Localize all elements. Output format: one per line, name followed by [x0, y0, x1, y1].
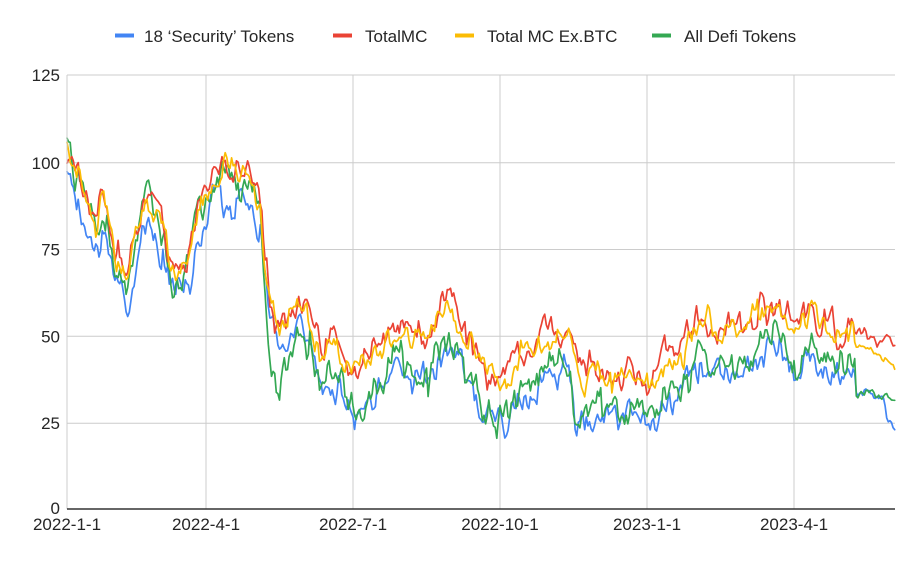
- svg-text:125: 125: [32, 66, 60, 85]
- svg-text:18 ‘Security’ Tokens: 18 ‘Security’ Tokens: [144, 27, 294, 46]
- svg-text:2022-1-1: 2022-1-1: [33, 515, 101, 534]
- svg-text:2022-7-1: 2022-7-1: [319, 515, 387, 534]
- svg-text:50: 50: [41, 327, 60, 346]
- svg-text:TotalMC: TotalMC: [365, 27, 427, 46]
- svg-text:75: 75: [41, 241, 60, 260]
- svg-text:All Defi Tokens: All Defi Tokens: [684, 27, 796, 46]
- svg-text:25: 25: [41, 414, 60, 433]
- svg-text:2023-4-1: 2023-4-1: [760, 515, 828, 534]
- svg-text:2023-1-1: 2023-1-1: [613, 515, 681, 534]
- svg-text:Total MC Ex.BTC: Total MC Ex.BTC: [487, 27, 617, 46]
- svg-text:2022-10-1: 2022-10-1: [461, 515, 539, 534]
- svg-text:100: 100: [32, 154, 60, 173]
- svg-text:2022-4-1: 2022-4-1: [172, 515, 240, 534]
